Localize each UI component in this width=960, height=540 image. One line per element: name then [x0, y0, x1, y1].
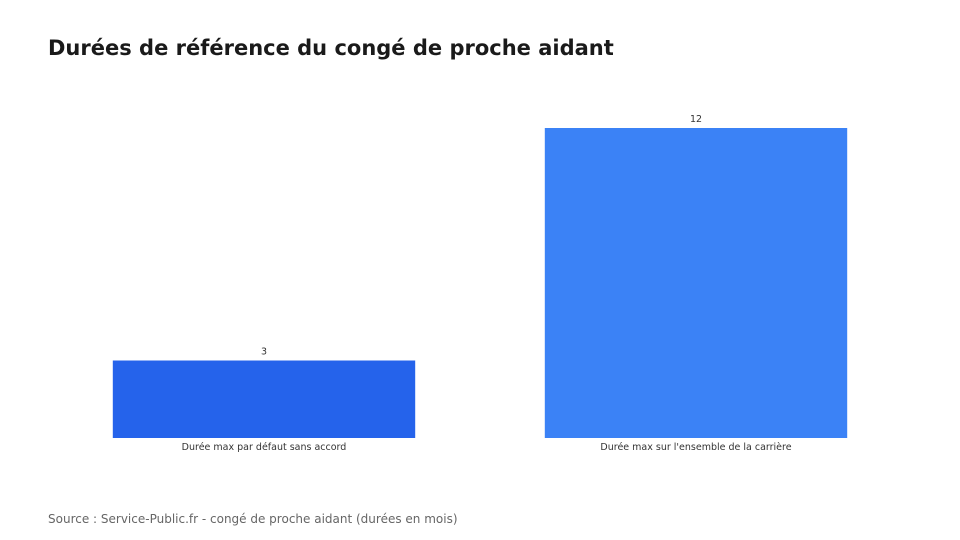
bar-1	[112, 360, 416, 438]
bar-value-label-2: 12	[690, 114, 702, 125]
source-note: Source : Service-Public.fr - congé de pr…	[48, 512, 458, 526]
category-label-2: Durée max sur l'ensemble de la carrière	[600, 442, 791, 453]
chart-title: Durées de référence du congé de proche a…	[48, 36, 614, 60]
bar-2	[544, 128, 848, 438]
category-label-1: Durée max par défaut sans accord	[182, 442, 347, 453]
bar-value-label-1: 3	[261, 347, 267, 358]
